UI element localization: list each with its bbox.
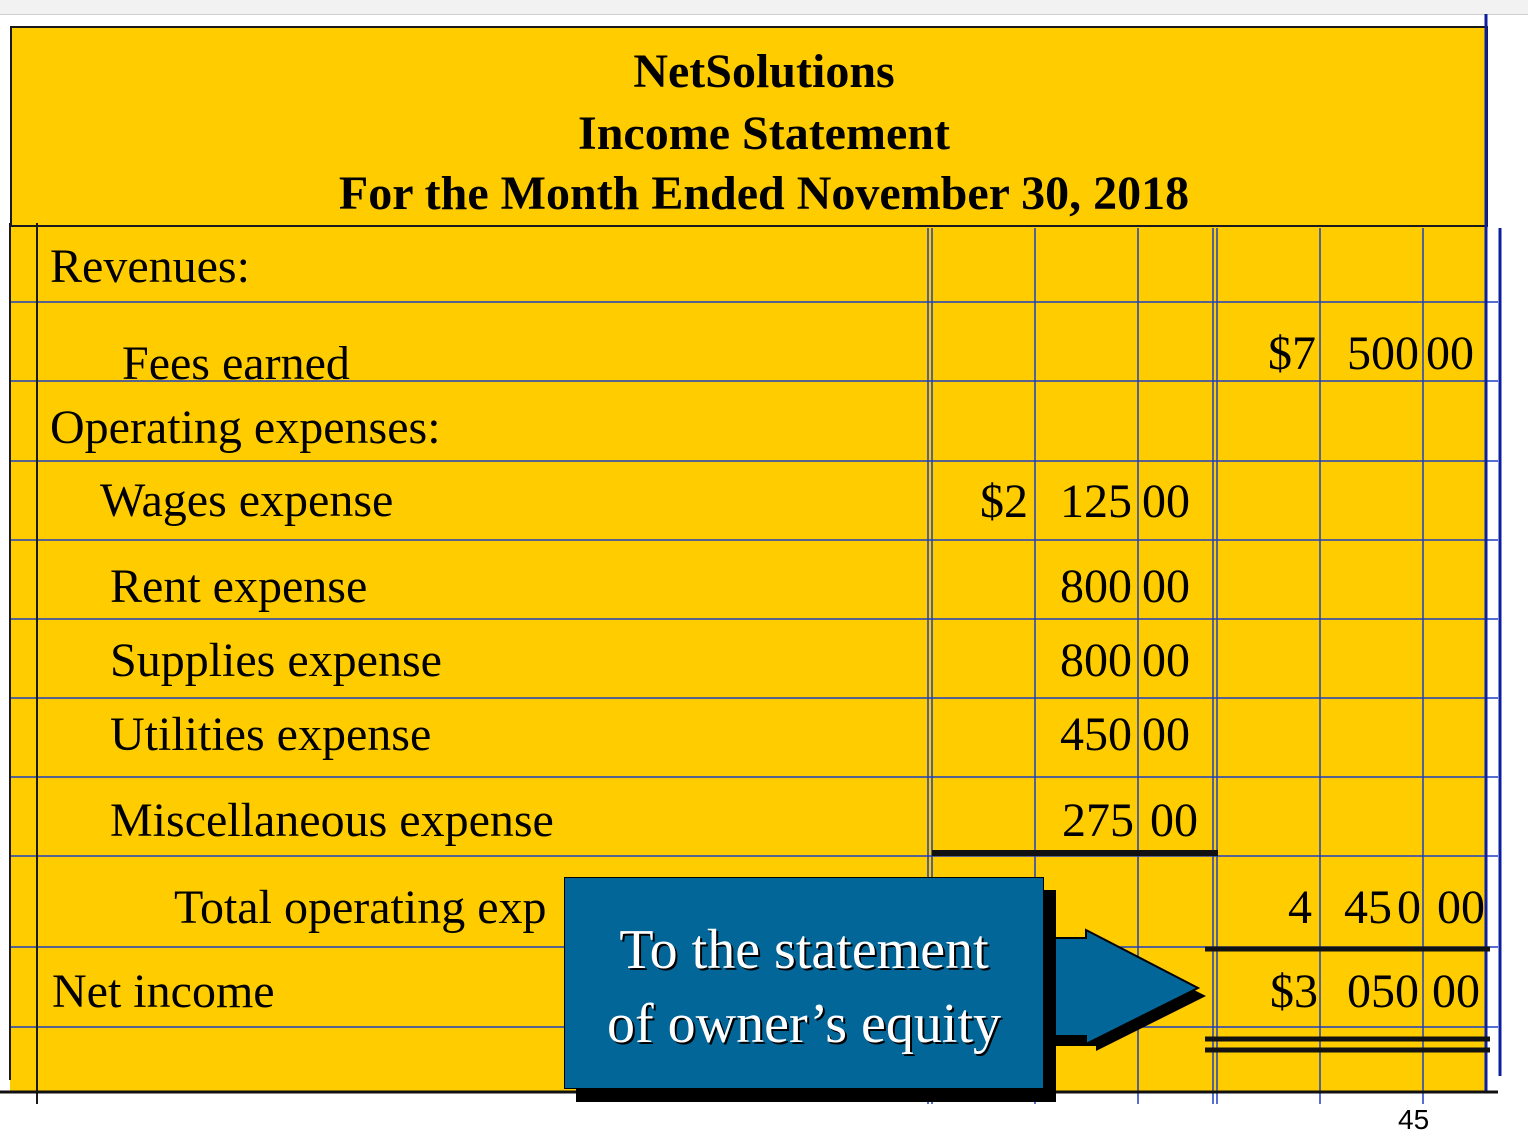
utilities-expense-hundreds: 450 <box>1060 708 1132 761</box>
rent-expense-label: Rent expense <box>110 560 368 613</box>
page-number: 45 <box>1398 1104 1430 1135</box>
statement-period: For the Month Ended November 30, 2018 <box>338 167 1190 220</box>
fees-earned-label: Fees earned <box>122 337 350 390</box>
utilities-expense-label: Utilities expense <box>110 708 432 761</box>
total-operating-cents: 00 <box>1437 881 1485 934</box>
supplies-expense-cents: 00 <box>1142 634 1190 687</box>
callout-box: To the statement of owner’s equity <box>564 877 1044 1089</box>
total-operating-digit: 0 <box>1397 881 1421 934</box>
rent-expense-hundreds: 800 <box>1060 560 1132 613</box>
fees-earned-cents: 00 <box>1426 327 1474 380</box>
wages-expense-cents: 00 <box>1142 475 1190 528</box>
operating-expenses-heading: Operating expenses: <box>50 401 441 454</box>
total-operating-thousands: 4 <box>1288 881 1312 934</box>
wages-expense-hundreds: 125 <box>1060 475 1132 528</box>
fees-earned-hundreds: 500 <box>1347 327 1419 380</box>
supplies-expense-hundreds: 800 <box>1060 634 1132 687</box>
misc-expense-cents: 00 <box>1150 794 1198 847</box>
misc-expense-label: Miscellaneous expense <box>110 794 554 847</box>
wages-expense-dollar: $2 <box>980 475 1028 528</box>
net-income-dollar: $3 <box>1270 965 1318 1018</box>
total-operating-hundreds: 45 <box>1344 881 1392 934</box>
net-income-cents: 00 <box>1432 965 1480 1018</box>
callout-line-1: To the statement <box>619 919 989 981</box>
company-name: NetSolutions <box>633 45 895 98</box>
top-strip <box>0 0 1528 15</box>
fees-earned-dollar: $7 <box>1268 327 1316 380</box>
total-operating-label: Total operating exp <box>174 881 547 934</box>
statement-title: Income Statement <box>578 107 950 160</box>
revenues-heading: Revenues: <box>50 240 250 293</box>
wages-expense-label: Wages expense <box>100 474 394 527</box>
utilities-expense-cents: 00 <box>1142 708 1190 761</box>
misc-expense-hundreds: 275 <box>1062 794 1134 847</box>
callout-line-2: of owner’s equity <box>607 993 1001 1055</box>
rent-expense-cents: 00 <box>1142 560 1190 613</box>
net-income-label: Net income <box>52 965 275 1018</box>
net-income-hundreds: 050 <box>1347 965 1419 1018</box>
supplies-expense-label: Supplies expense <box>110 634 442 687</box>
